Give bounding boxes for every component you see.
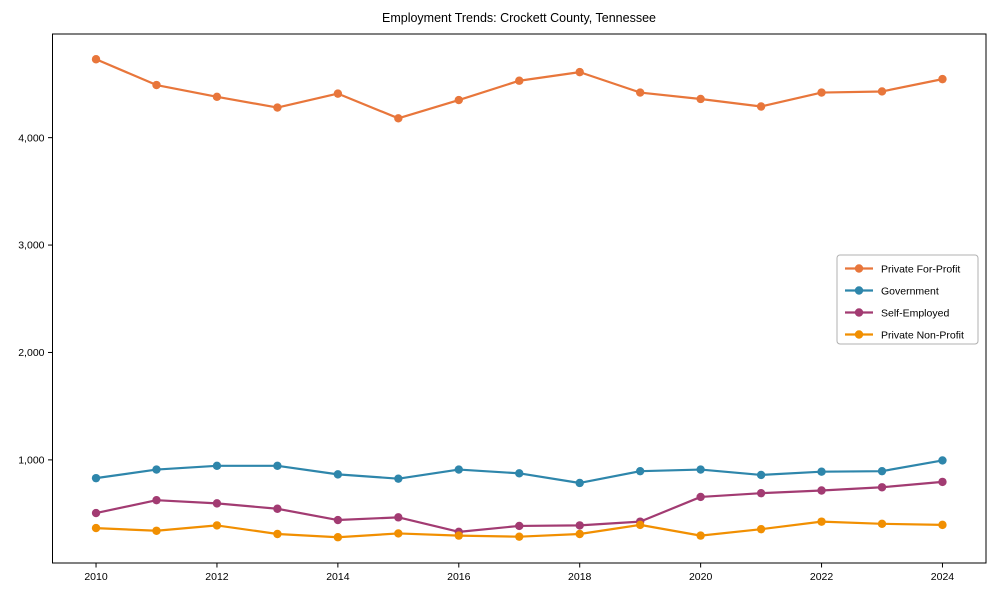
series-marker-private-for-profit	[212, 92, 222, 102]
series-marker-private-non-profit	[696, 531, 705, 540]
legend-marker	[854, 286, 864, 295]
x-tick-label: 2022	[810, 571, 834, 583]
series-marker-self-employed	[756, 488, 766, 498]
legend-label: Government	[881, 285, 939, 297]
series-marker-government	[394, 474, 403, 483]
legend-box	[836, 254, 979, 345]
series-marker-government	[273, 461, 282, 470]
series-marker-private-for-profit	[273, 103, 282, 112]
x-tick-label: 2020	[689, 571, 713, 583]
legend-marker	[854, 264, 864, 273]
series-line-private-for-profit	[95, 58, 943, 120]
x-tick-label: 2012	[205, 571, 229, 583]
series-marker-private-non-profit	[938, 520, 947, 530]
x-tick-label: 2024	[931, 571, 955, 583]
chart-title: Employment Trends: Crockett County, Tenn…	[382, 11, 656, 25]
series-marker-government	[635, 466, 645, 476]
series-marker-government	[575, 478, 584, 488]
series-marker-private-non-profit	[817, 517, 826, 526]
legend-label: Self-Employed	[881, 307, 949, 319]
series-marker-self-employed	[152, 495, 161, 505]
series-marker-government	[938, 456, 947, 465]
series-marker-government	[152, 465, 161, 474]
series-marker-private-for-profit	[394, 114, 403, 123]
series-marker-private-non-profit	[635, 520, 645, 530]
series-marker-private-for-profit	[152, 80, 161, 90]
series-marker-self-employed	[877, 483, 887, 492]
series-marker-government	[756, 470, 766, 480]
series-marker-private-for-profit	[91, 55, 101, 64]
series-marker-self-employed	[696, 492, 705, 502]
series-marker-self-employed	[817, 486, 826, 495]
series-marker-private-non-profit	[756, 524, 766, 534]
series-marker-private-for-profit	[515, 76, 524, 85]
series-marker-private-non-profit	[212, 521, 222, 530]
series-marker-government	[696, 465, 705, 474]
x-tick-label: 2010	[84, 571, 108, 583]
series-marker-self-employed	[394, 513, 403, 522]
series-marker-government	[91, 473, 101, 483]
series-marker-private-for-profit	[696, 94, 705, 104]
series-marker-self-employed	[91, 508, 101, 518]
series-marker-private-for-profit	[938, 74, 947, 84]
y-tick-label: 1,000	[18, 454, 44, 466]
series-marker-private-non-profit	[394, 529, 403, 538]
series-marker-private-non-profit	[877, 519, 887, 528]
legend-label: Private For-Profit	[881, 263, 960, 275]
series-marker-self-employed	[212, 499, 222, 508]
series-marker-private-for-profit	[756, 102, 766, 111]
legend-marker	[854, 330, 864, 339]
series-marker-government	[817, 467, 826, 476]
series-marker-private-for-profit	[635, 88, 645, 97]
series-marker-government	[454, 465, 463, 474]
series-marker-private-non-profit	[515, 532, 524, 541]
series-marker-private-non-profit	[152, 526, 161, 535]
x-tick-label: 2016	[447, 571, 471, 583]
x-tick-label: 2014	[326, 571, 350, 583]
series-marker-government	[515, 469, 524, 478]
y-tick-label: 2,000	[18, 347, 44, 359]
plot-border	[52, 33, 987, 564]
legend-marker	[854, 308, 864, 317]
legend-label: Private Non-Profit	[881, 329, 964, 341]
series-marker-self-employed	[515, 521, 524, 531]
series-marker-private-for-profit	[877, 87, 887, 96]
y-tick-label: 3,000	[18, 240, 44, 252]
series-marker-private-non-profit	[575, 529, 584, 539]
series-marker-private-for-profit	[575, 67, 584, 77]
series-marker-government	[877, 466, 887, 476]
series-marker-private-non-profit	[454, 531, 463, 540]
series-marker-self-employed	[575, 521, 584, 530]
series-marker-private-non-profit	[273, 529, 282, 539]
series-marker-private-non-profit	[333, 533, 343, 542]
x-tick-label: 2018	[568, 571, 592, 583]
series-marker-private-non-profit	[91, 523, 101, 533]
series-marker-government	[212, 461, 222, 470]
series-marker-self-employed	[333, 515, 343, 525]
y-tick-label: 4,000	[18, 132, 44, 144]
series-marker-private-for-profit	[333, 89, 343, 98]
series-marker-government	[333, 470, 343, 479]
series-marker-private-for-profit	[817, 88, 826, 97]
series-marker-self-employed	[938, 477, 947, 487]
series-marker-self-employed	[273, 504, 282, 513]
series-marker-private-for-profit	[454, 95, 463, 105]
